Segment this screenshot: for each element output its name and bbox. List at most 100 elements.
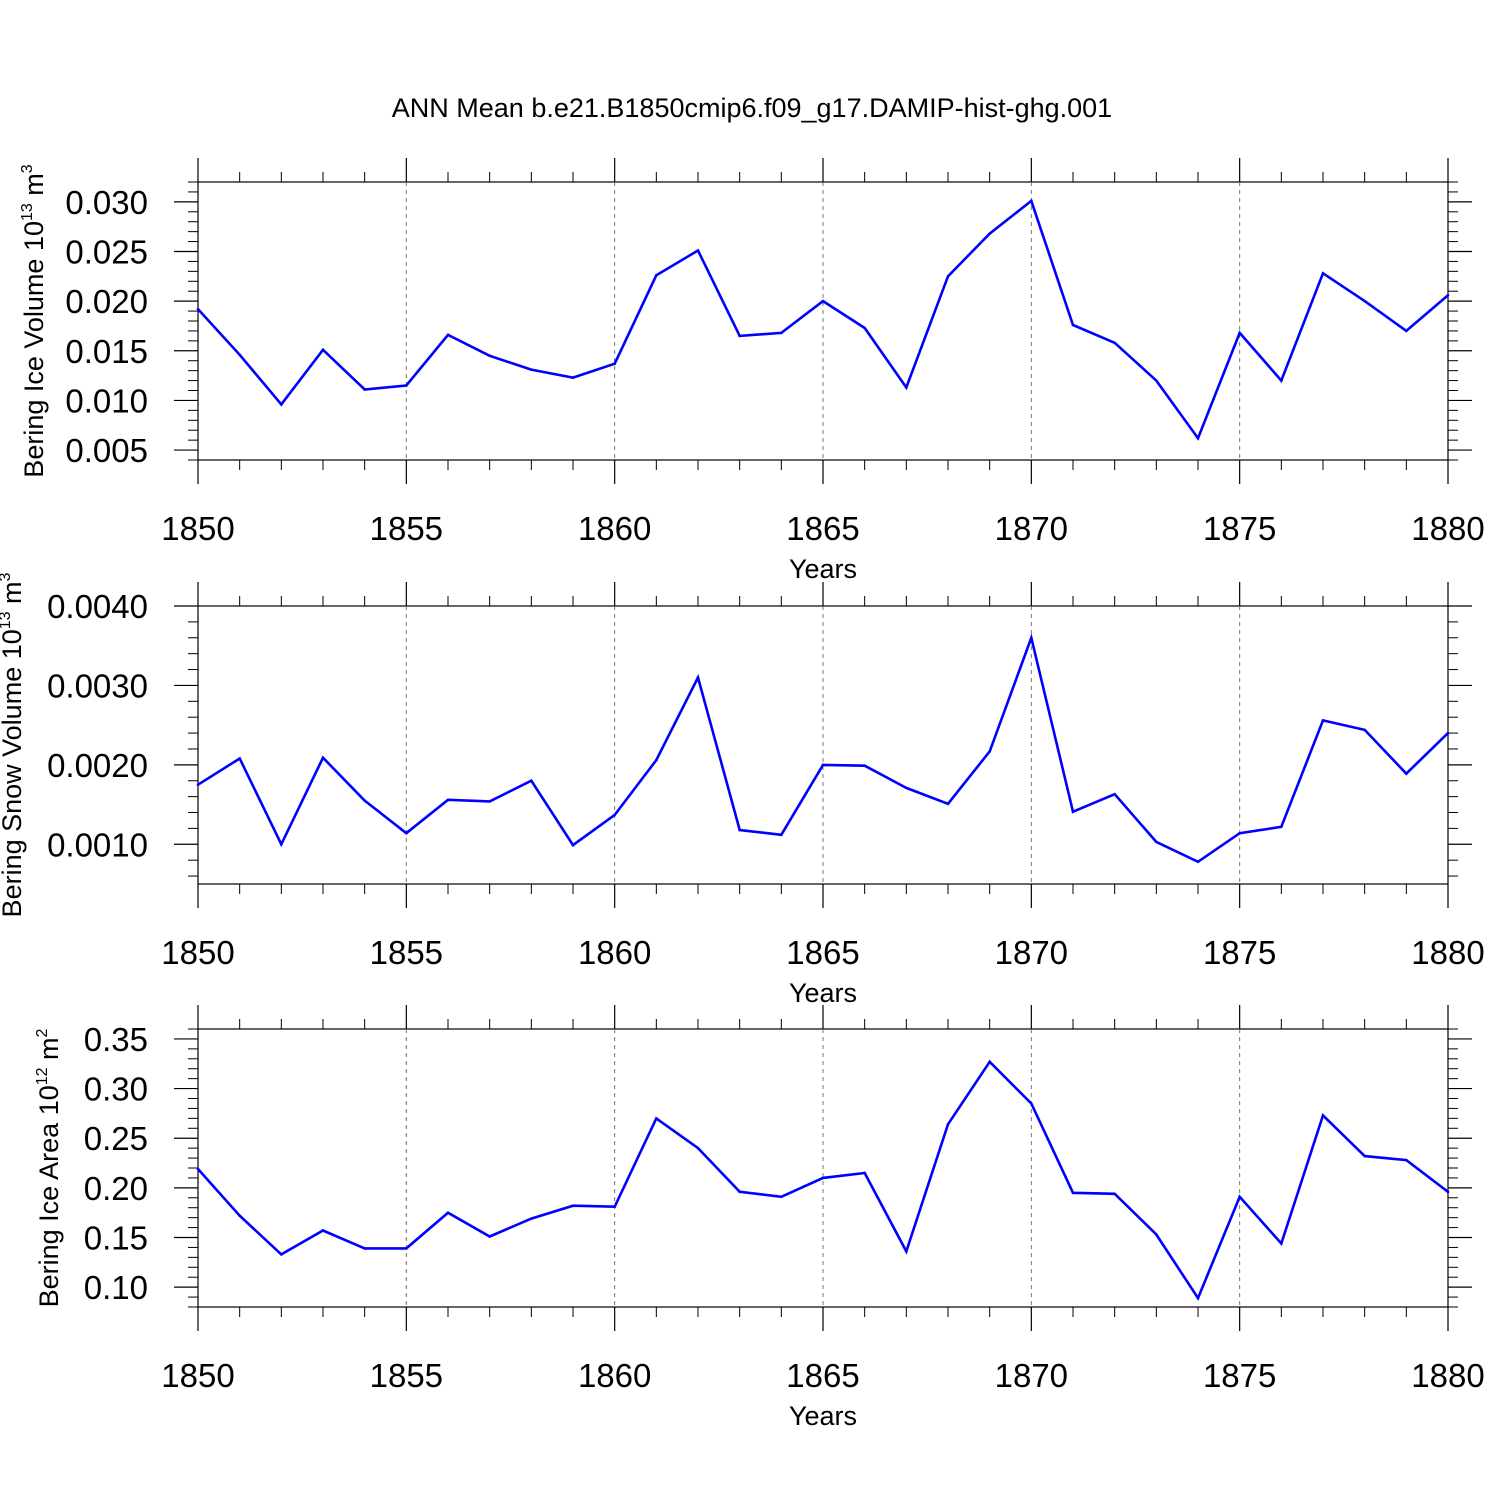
- y-axis-label-unit-exponent: 2: [34, 1028, 51, 1037]
- data-point: [1113, 1192, 1116, 1196]
- data-point: [446, 333, 450, 337]
- data-point: [1363, 728, 1366, 732]
- x-tick-label: 1855: [370, 1357, 443, 1394]
- data-point: [1446, 1190, 1450, 1194]
- data-point: [196, 1167, 200, 1171]
- x-tick-label: 1860: [578, 1357, 651, 1394]
- x-axis-label: Years: [789, 978, 857, 1008]
- y-tick-label: 0.0010: [47, 826, 148, 863]
- x-tick-label: 1880: [1411, 510, 1484, 547]
- x-tick-label: 1860: [578, 510, 651, 547]
- x-tick-label: 1870: [995, 1357, 1068, 1394]
- data-point: [1071, 810, 1075, 814]
- data-point: [1405, 772, 1408, 775]
- data-point: [1405, 329, 1408, 333]
- data-point: [530, 1217, 533, 1220]
- data-point: [446, 798, 450, 802]
- y-axis-label-exponent: 13: [0, 611, 14, 629]
- data-point: [946, 802, 950, 806]
- y-axis-label-exponent: 13: [19, 203, 36, 221]
- data-point: [988, 232, 991, 235]
- y-tick-label: 0.10: [84, 1269, 148, 1306]
- data-point: [571, 376, 575, 379]
- data-point: [530, 779, 533, 783]
- data-point: [1446, 293, 1450, 297]
- data-point: [196, 307, 200, 311]
- y-axis-label-unit-exponent: 3: [0, 572, 14, 581]
- data-point: [1280, 379, 1283, 382]
- y-tick-label: 0.015: [65, 333, 148, 370]
- data-point: [946, 275, 950, 278]
- x-tick-label: 1855: [370, 934, 443, 971]
- data-point: [988, 750, 991, 753]
- data-point: [1321, 719, 1325, 722]
- data-point: [1155, 379, 1158, 382]
- data-point: [696, 1146, 700, 1150]
- y-axis-label: Bering Ice Volume 1013 m3: [19, 164, 49, 477]
- data-point: [905, 786, 908, 790]
- x-tick-label: 1875: [1203, 510, 1276, 547]
- data-point: [1071, 1191, 1075, 1195]
- data-point: [821, 1176, 825, 1180]
- data-point: [1321, 272, 1325, 275]
- x-tick-label: 1880: [1411, 934, 1484, 971]
- data-point: [613, 362, 616, 365]
- data-point: [655, 1117, 658, 1120]
- x-tick-label: 1850: [161, 1357, 234, 1394]
- x-tick-label: 1860: [578, 934, 651, 971]
- x-tick-label: 1875: [1203, 1357, 1276, 1394]
- y-tick-label: 0.0030: [47, 667, 148, 704]
- x-tick-label: 1865: [786, 510, 859, 547]
- data-point: [571, 1204, 575, 1208]
- data-point: [738, 828, 741, 832]
- data-point: [905, 386, 908, 389]
- data-point: [1113, 792, 1116, 796]
- y-axis-label-main: Bering Ice Area 10: [34, 1085, 64, 1307]
- data-point: [488, 800, 491, 803]
- data-point: [1155, 1233, 1158, 1236]
- y-axis-label-main: Bering Snow Volume 10: [0, 629, 27, 917]
- data-point: [655, 758, 658, 762]
- y-tick-label: 0.010: [65, 382, 148, 419]
- data-point: [863, 1171, 866, 1175]
- y-tick-label: 0.35: [84, 1021, 148, 1058]
- x-axis-label: Years: [789, 554, 857, 584]
- data-point: [1238, 1195, 1241, 1199]
- x-tick-label: 1875: [1203, 934, 1276, 971]
- data-point: [1446, 731, 1450, 735]
- data-point: [613, 813, 616, 817]
- y-axis-label: Bering Ice Area 1012 m2: [34, 1028, 64, 1307]
- data-point: [405, 831, 408, 835]
- data-point: [1280, 825, 1283, 829]
- data-point: [1405, 1158, 1408, 1162]
- data-point: [488, 354, 491, 358]
- data-point: [321, 348, 325, 352]
- data-point: [405, 384, 408, 387]
- chart-title: ANN Mean b.e21.B1850cmip6.f09_g17.DAMIP-…: [392, 93, 1112, 123]
- x-tick-label: 1855: [370, 510, 443, 547]
- data-point: [280, 842, 283, 846]
- panel-3: 1850 1855 1860 1865 1870 1875 1880 0.10 0.15 0.20…: [34, 1005, 1485, 1431]
- data-point: [1363, 1154, 1366, 1158]
- data-point: [655, 274, 658, 277]
- data-point: [363, 388, 366, 391]
- y-tick-label: 0.30: [84, 1071, 148, 1108]
- data-point: [738, 334, 741, 338]
- x-tick-label: 1850: [161, 934, 234, 971]
- data-point: [780, 833, 783, 837]
- data-point: [863, 764, 866, 767]
- data-point: [1030, 636, 1033, 640]
- y-axis-label-unit: m: [34, 1037, 64, 1067]
- data-point: [1071, 323, 1075, 327]
- data-point: [821, 763, 825, 767]
- data-point: [530, 368, 533, 371]
- x-tick-label: 1865: [786, 934, 859, 971]
- y-axis-label-main: Bering Ice Volume 10: [19, 221, 49, 478]
- data-point: [363, 1247, 366, 1250]
- data-point: [988, 1060, 991, 1064]
- data-point: [238, 757, 241, 760]
- data-point: [238, 1214, 241, 1217]
- data-point: [780, 331, 783, 335]
- panel-1: 1850 1855 1860 1865 1870 1875 1880 0.005 0.010 0.…: [19, 158, 1485, 584]
